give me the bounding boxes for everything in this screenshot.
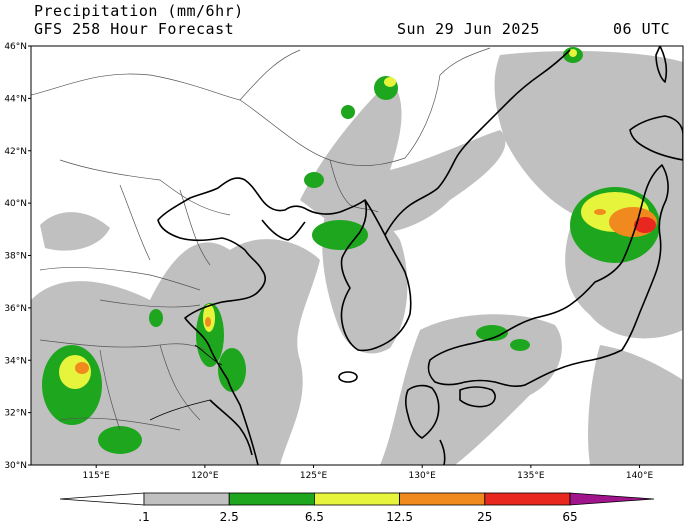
- rain-cell: [98, 426, 142, 454]
- rain-cell: [476, 325, 508, 341]
- coastlines: [157, 46, 683, 465]
- coastline: [209, 399, 253, 456]
- legend-label: 6.5: [305, 510, 324, 524]
- lat-tick-label: 32°N: [4, 409, 27, 419]
- lat-tick-label: 40°N: [4, 199, 27, 209]
- precip-light-areas: [31, 50, 683, 465]
- coastline-island: [338, 371, 358, 383]
- coastline: [629, 115, 683, 161]
- legend-swatch: [313, 492, 400, 506]
- lon-tick-label: 130°E: [409, 471, 437, 481]
- rain-cell: [218, 348, 246, 392]
- precip-area-northwest: [40, 212, 110, 251]
- border-line: [39, 339, 206, 351]
- legend-label: 65: [562, 510, 577, 524]
- lat-tick-label: 30°N: [4, 461, 27, 471]
- border-line: [99, 349, 121, 431]
- legend-swatch: [399, 492, 486, 506]
- coastline: [439, 439, 446, 465]
- rain-cell: [205, 317, 211, 327]
- precip-intense-areas: [75, 207, 657, 374]
- legend-swatch: [484, 492, 571, 506]
- rain-cell: [149, 309, 163, 327]
- legend-swatch: [143, 492, 230, 506]
- border-line: [59, 417, 181, 431]
- lat-tick-label: 36°N: [4, 304, 27, 314]
- border-line: [329, 159, 351, 206]
- lat-tick-label: 44°N: [4, 94, 27, 104]
- lat-tick-label: 38°N: [4, 252, 27, 262]
- lon-tick-label: 135°E: [517, 471, 545, 481]
- border-line: [59, 159, 231, 216]
- river: [149, 399, 211, 421]
- legend-swatch: [228, 492, 315, 506]
- coastline: [404, 384, 440, 439]
- rain-cell: [75, 362, 89, 374]
- border-line: [159, 344, 201, 421]
- precipitation-legend: .1 2.5 6.5 12.5 25 65: [59, 492, 655, 524]
- border-line: [119, 184, 151, 261]
- rain-cell: [634, 217, 656, 233]
- map-title: Precipitation (mm/6hr): [34, 2, 244, 20]
- lat-tick-label: 42°N: [4, 147, 27, 157]
- legend-label: 25: [477, 510, 492, 524]
- coastline: [340, 199, 412, 352]
- inland-waters: [149, 344, 223, 421]
- legend-label: 2.5: [220, 510, 239, 524]
- legend-swatch-below: [59, 492, 145, 506]
- border-line: [179, 189, 211, 266]
- precip-area-north: [300, 80, 506, 234]
- legend-label: 12.5: [386, 510, 413, 524]
- lat-tick-label: 46°N: [4, 42, 27, 52]
- rain-cell: [384, 77, 396, 87]
- precip-area-east-sea: [588, 345, 683, 465]
- coastline: [427, 164, 669, 388]
- lon-tick-label: 120°E: [191, 471, 219, 481]
- coastline: [459, 386, 496, 408]
- border-line: [39, 267, 201, 291]
- coastline: [384, 49, 571, 236]
- lon-tick-label: 125°E: [300, 471, 328, 481]
- lon-tick-label: 140°E: [626, 471, 654, 481]
- river: [194, 344, 223, 366]
- coastline: [261, 219, 306, 241]
- valid-time: 06 UTC: [613, 20, 671, 38]
- precip-area-south-japan: [380, 314, 562, 465]
- legend-label: .1: [138, 510, 149, 524]
- precip-area-west: [31, 239, 320, 465]
- coastline: [655, 46, 668, 83]
- border-line: [239, 47, 491, 166]
- border-line: [99, 299, 201, 308]
- rain-cell: [312, 220, 368, 250]
- rain-cell: [341, 105, 355, 119]
- lat-tick-label: 34°N: [4, 356, 27, 366]
- valid-date: Sun 29 Jun 2025: [397, 20, 540, 38]
- coastline: [157, 177, 366, 465]
- border-line: [31, 49, 301, 101]
- rain-cell: [594, 209, 606, 215]
- map-field: [31, 46, 683, 465]
- forecast-subtitle: GFS 258 Hour Forecast: [34, 20, 235, 38]
- rain-cell: [569, 49, 577, 57]
- rain-cell: [510, 339, 530, 351]
- longitude-axis: 115°E 120°E 125°E 130°E 135°E 140°E: [83, 465, 654, 481]
- legend-swatch-above: [569, 492, 655, 506]
- rain-cell: [304, 172, 324, 188]
- latitude-axis: 30°N 32°N 34°N 36°N 38°N 40°N 42°N 44°N 46°N: [4, 42, 31, 471]
- lon-tick-label: 115°E: [83, 471, 111, 481]
